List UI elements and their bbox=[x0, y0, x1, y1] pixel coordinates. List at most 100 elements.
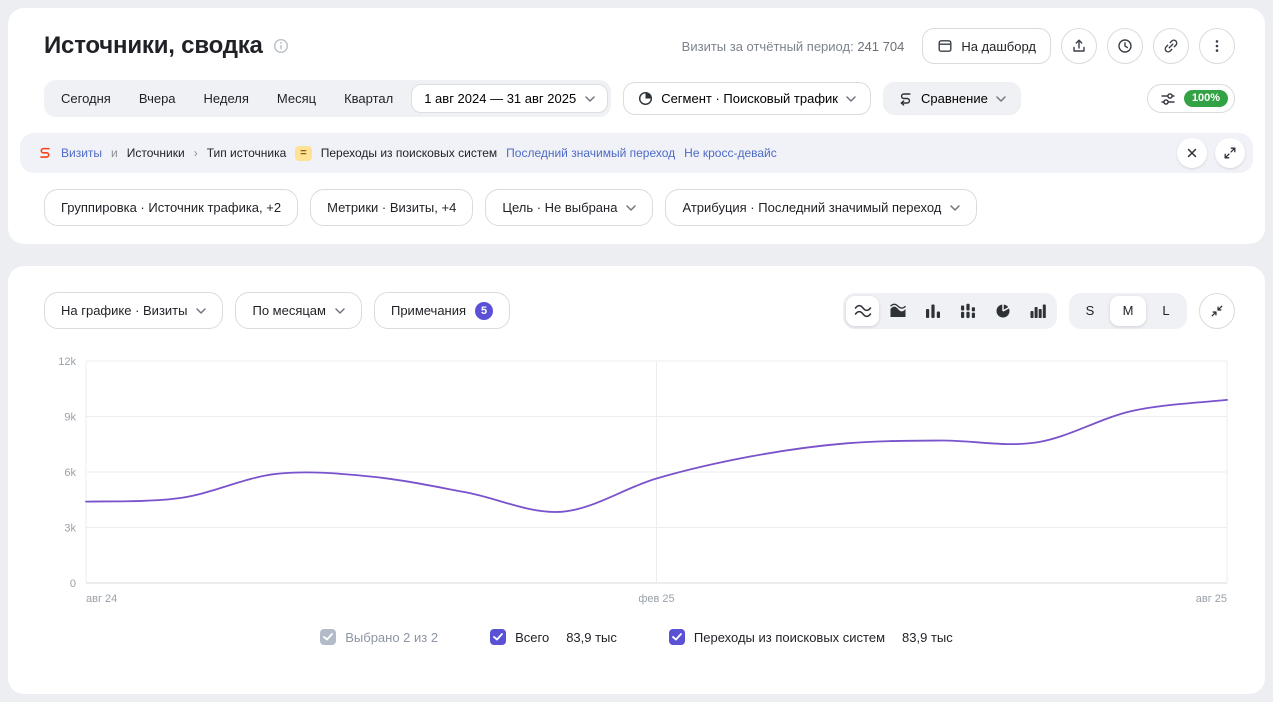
search-traffic-checkbox[interactable] bbox=[669, 629, 685, 645]
svg-text:авг 25: авг 25 bbox=[1196, 593, 1227, 605]
metrics-selector[interactable]: Метрики · Визиты, +4 bbox=[310, 189, 473, 226]
sampling-badge: 100% bbox=[1184, 90, 1228, 107]
filter-path-sources: Источники bbox=[127, 146, 185, 160]
filter-path-source-type: Тип источника bbox=[207, 146, 287, 160]
attribution-label: Атрибуция · Последний значимый переход bbox=[682, 200, 941, 215]
collapse-chart-button[interactable] bbox=[1199, 293, 1235, 329]
page-title: Источники, сводка bbox=[44, 32, 263, 60]
granularity-selector[interactable]: По месяцам bbox=[235, 292, 362, 329]
legend-select-all[interactable]: Выбрано 2 из 2 bbox=[320, 629, 438, 645]
chevron-down-icon bbox=[846, 96, 856, 102]
svg-text:фев 25: фев 25 bbox=[638, 593, 674, 605]
segment-label: Сегмент · Поисковый трафик bbox=[661, 91, 838, 106]
expand-filter-button[interactable] bbox=[1215, 138, 1245, 168]
total-checkbox[interactable] bbox=[490, 629, 506, 645]
link-icon bbox=[1163, 38, 1179, 54]
chart-type-areas-button[interactable] bbox=[881, 296, 914, 326]
svg-text:9k: 9k bbox=[64, 412, 76, 424]
filter-path-separator-icon: › bbox=[194, 146, 198, 160]
chevron-down-icon bbox=[950, 205, 960, 211]
filter-conjunction: и bbox=[111, 146, 118, 160]
goal-label: Цель · Не выбрана bbox=[502, 200, 617, 215]
filter-device-link[interactable]: Не кросс-девайс bbox=[684, 146, 777, 160]
comparison-label: Сравнение bbox=[921, 91, 988, 106]
to-dashboard-label: На дашборд bbox=[961, 39, 1036, 54]
svg-text:12k: 12k bbox=[58, 356, 76, 368]
visits-period-label: Визиты за отчётный период: bbox=[682, 39, 854, 54]
metrics-label: Метрики · Визиты, +4 bbox=[327, 200, 456, 215]
expand-icon bbox=[1223, 146, 1237, 160]
history-button[interactable] bbox=[1107, 28, 1143, 64]
tab-week[interactable]: Неделя bbox=[190, 83, 263, 114]
tab-month[interactable]: Месяц bbox=[263, 83, 330, 114]
goal-selector[interactable]: Цель · Не выбрана bbox=[485, 189, 653, 226]
tab-quarter[interactable]: Квартал bbox=[330, 83, 407, 114]
filter-value: Переходы из поисковых систем bbox=[321, 146, 497, 160]
svg-text:0: 0 bbox=[70, 578, 76, 590]
chart-type-bars-button[interactable] bbox=[916, 296, 949, 326]
pie-chart-icon bbox=[995, 303, 1011, 319]
on-chart-metric-selector[interactable]: На графике · Визиты bbox=[44, 292, 223, 329]
chart-legend: Выбрано 2 из 2 Всего 83,9 тыс Переходы и… bbox=[8, 609, 1265, 673]
date-range-picker[interactable]: 1 авг 2024 — 31 авг 2025 bbox=[411, 84, 608, 113]
filter-attribution-link[interactable]: Последний значимый переход bbox=[506, 146, 675, 160]
collapse-icon bbox=[1210, 304, 1224, 318]
info-icon[interactable] bbox=[273, 38, 289, 54]
period-row: Сегодня Вчера Неделя Месяц Квартал 1 авг… bbox=[8, 64, 1265, 117]
chevron-down-icon bbox=[585, 96, 595, 102]
comparison-selector[interactable]: Сравнение bbox=[883, 82, 1021, 115]
svg-text:3k: 3k bbox=[64, 523, 76, 535]
visits-line-chart[interactable]: 03k6k9k12kавг 24фев 25авг 25 bbox=[40, 351, 1235, 609]
legend-item-total[interactable]: Всего 83,9 тыс bbox=[490, 629, 617, 645]
chart-type-stacked-bars-button[interactable] bbox=[951, 296, 984, 326]
visits-period-value: 241 704 bbox=[857, 39, 904, 54]
grouping-label: Группировка · Источник трафика, +2 bbox=[61, 200, 281, 215]
chart-size-l-button[interactable]: L bbox=[1148, 296, 1184, 326]
legend-search-traffic-label: Переходы из поисковых систем bbox=[694, 630, 885, 645]
filter-operator-badge: = bbox=[295, 146, 311, 161]
segment-selector[interactable]: Сегмент · Поисковый трафик bbox=[623, 82, 871, 115]
chevron-down-icon bbox=[335, 308, 345, 314]
on-chart-metric-label: На графике · Визиты bbox=[61, 303, 187, 318]
copy-link-button[interactable] bbox=[1153, 28, 1189, 64]
stacked-area-icon bbox=[889, 303, 907, 318]
chart-type-columns-button[interactable] bbox=[1021, 296, 1054, 326]
header-row: Источники, сводка Визиты за отчётный пер… bbox=[8, 8, 1265, 64]
line-chart-icon bbox=[854, 303, 872, 318]
chevron-down-icon bbox=[996, 96, 1006, 102]
to-dashboard-button[interactable]: На дашборд bbox=[922, 28, 1051, 64]
dashboard-icon bbox=[937, 38, 953, 54]
chart-card: На графике · Визиты По месяцам Примечани… bbox=[8, 266, 1265, 694]
attribution-selector[interactable]: Атрибуция · Последний значимый переход bbox=[665, 189, 977, 226]
legend-item-search-traffic[interactable]: Переходы из поисковых систем 83,9 тыс bbox=[669, 629, 953, 645]
export-button[interactable] bbox=[1061, 28, 1097, 64]
notes-label: Примечания bbox=[391, 303, 466, 318]
chart-type-lines-button[interactable] bbox=[846, 296, 879, 326]
clock-icon bbox=[1117, 38, 1133, 54]
chart-type-pie-button[interactable] bbox=[986, 296, 1019, 326]
chart-size-s-button[interactable]: S bbox=[1072, 296, 1108, 326]
sampling-button[interactable]: 100% bbox=[1147, 84, 1235, 113]
chart-size-m-button[interactable]: M bbox=[1110, 296, 1146, 326]
tab-today[interactable]: Сегодня bbox=[47, 83, 125, 114]
filter-visits-link[interactable]: Визиты bbox=[61, 146, 102, 160]
more-menu-button[interactable] bbox=[1199, 28, 1235, 64]
date-range-label: 1 авг 2024 — 31 авг 2025 bbox=[424, 91, 576, 106]
chart-controls-row: На графике · Визиты По месяцам Примечани… bbox=[8, 266, 1265, 329]
segment-filter-bar: Визиты и Источники › Тип источника = Пер… bbox=[20, 133, 1253, 173]
notes-button[interactable]: Примечания 5 bbox=[374, 292, 510, 329]
bar-chart-icon bbox=[924, 303, 942, 318]
chart-type-switcher bbox=[843, 293, 1057, 329]
legend-selected-summary: Выбрано 2 из 2 bbox=[345, 630, 438, 645]
visits-period-summary: Визиты за отчётный период: 241 704 bbox=[682, 39, 905, 54]
clear-filter-button[interactable] bbox=[1177, 138, 1207, 168]
export-icon bbox=[1071, 38, 1087, 54]
comparison-icon bbox=[898, 91, 913, 106]
period-presets: Сегодня Вчера Неделя Месяц Квартал 1 авг… bbox=[44, 80, 611, 117]
chevron-down-icon bbox=[626, 205, 636, 211]
select-all-checkbox[interactable] bbox=[320, 629, 336, 645]
grouping-selector[interactable]: Группировка · Источник трафика, +2 bbox=[44, 189, 298, 226]
tab-yesterday[interactable]: Вчера bbox=[125, 83, 190, 114]
report-settings-row: Группировка · Источник трафика, +2 Метри… bbox=[8, 173, 1265, 226]
svg-text:авг 24: авг 24 bbox=[86, 593, 117, 605]
